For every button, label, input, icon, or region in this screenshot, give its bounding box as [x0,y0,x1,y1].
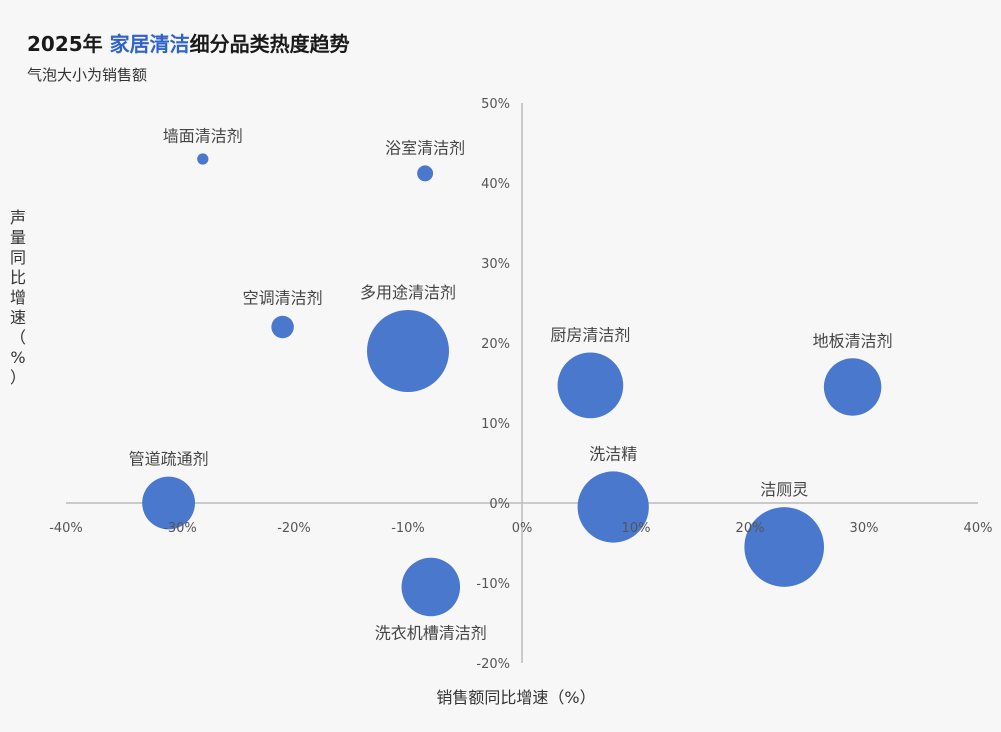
bubble [744,507,825,587]
bubble [401,557,461,617]
bubble [417,165,434,182]
bubble [197,153,209,165]
x-tick-label: 0% [512,521,533,536]
x-tick-label: 40% [964,521,993,536]
bubble [557,352,624,419]
x-tick-label: -20% [277,521,311,536]
y-tick-label: 50% [481,97,510,112]
x-tick-label: 10% [622,521,651,536]
bubble-label: 管道疏通剂 [129,450,209,469]
x-tick-label: 20% [736,521,765,536]
y-tick-label: -20% [476,657,510,672]
bubble [823,358,882,416]
bubble-label: 墙面清洁剂 [163,126,243,145]
bubble-label: 厨房清洁剂 [550,326,630,345]
bubble-label: 空调清洁剂 [243,289,323,308]
bubble-label: 多用途清洁剂 [360,283,456,302]
x-tick-label: -10% [391,521,425,536]
bubble-label: 浴室清洁剂 [385,138,465,157]
y-tick-label: 40% [481,177,510,192]
x-tick-label: -40% [49,521,83,536]
bubble-label: 地板清洁剂 [813,331,893,350]
y-tick-label: 20% [481,337,510,352]
x-axis-title: 销售额同比增速（%） [436,688,595,707]
bubble-label: 洁厕灵 [760,480,808,499]
y-axis-title: 声量同比增速（%） [10,208,26,387]
bubble [367,310,449,392]
chart-subtitle: 气泡大小为销售额 [27,66,148,84]
bubble-label: 洗衣机槽清洁剂 [375,623,487,642]
x-tick-label: -30% [163,521,197,536]
x-tick-label: 30% [850,521,879,536]
bubble [577,471,649,543]
title-accent: 家居清洁 [109,32,190,56]
y-tick-label: 0% [489,497,510,512]
title-prefix: 2025年 [27,32,110,56]
bubble [271,315,294,339]
y-tick-label: -10% [476,577,510,592]
bubble-label: 洗洁精 [589,444,637,463]
y-tick-label: 10% [481,417,510,432]
axes [66,103,978,663]
title-suffix: 细分品类热度趋势 [189,32,350,56]
bubbles [142,153,882,617]
bubble [142,476,196,530]
y-tick-label: 30% [481,257,510,272]
chart-title: 2025年 家居清洁细分品类热度趋势 [27,28,350,57]
tick-labels: -40% -30% -20% -10% 0% 10% 20% 30% 40% -20% -10% 0%… [49,97,992,672]
